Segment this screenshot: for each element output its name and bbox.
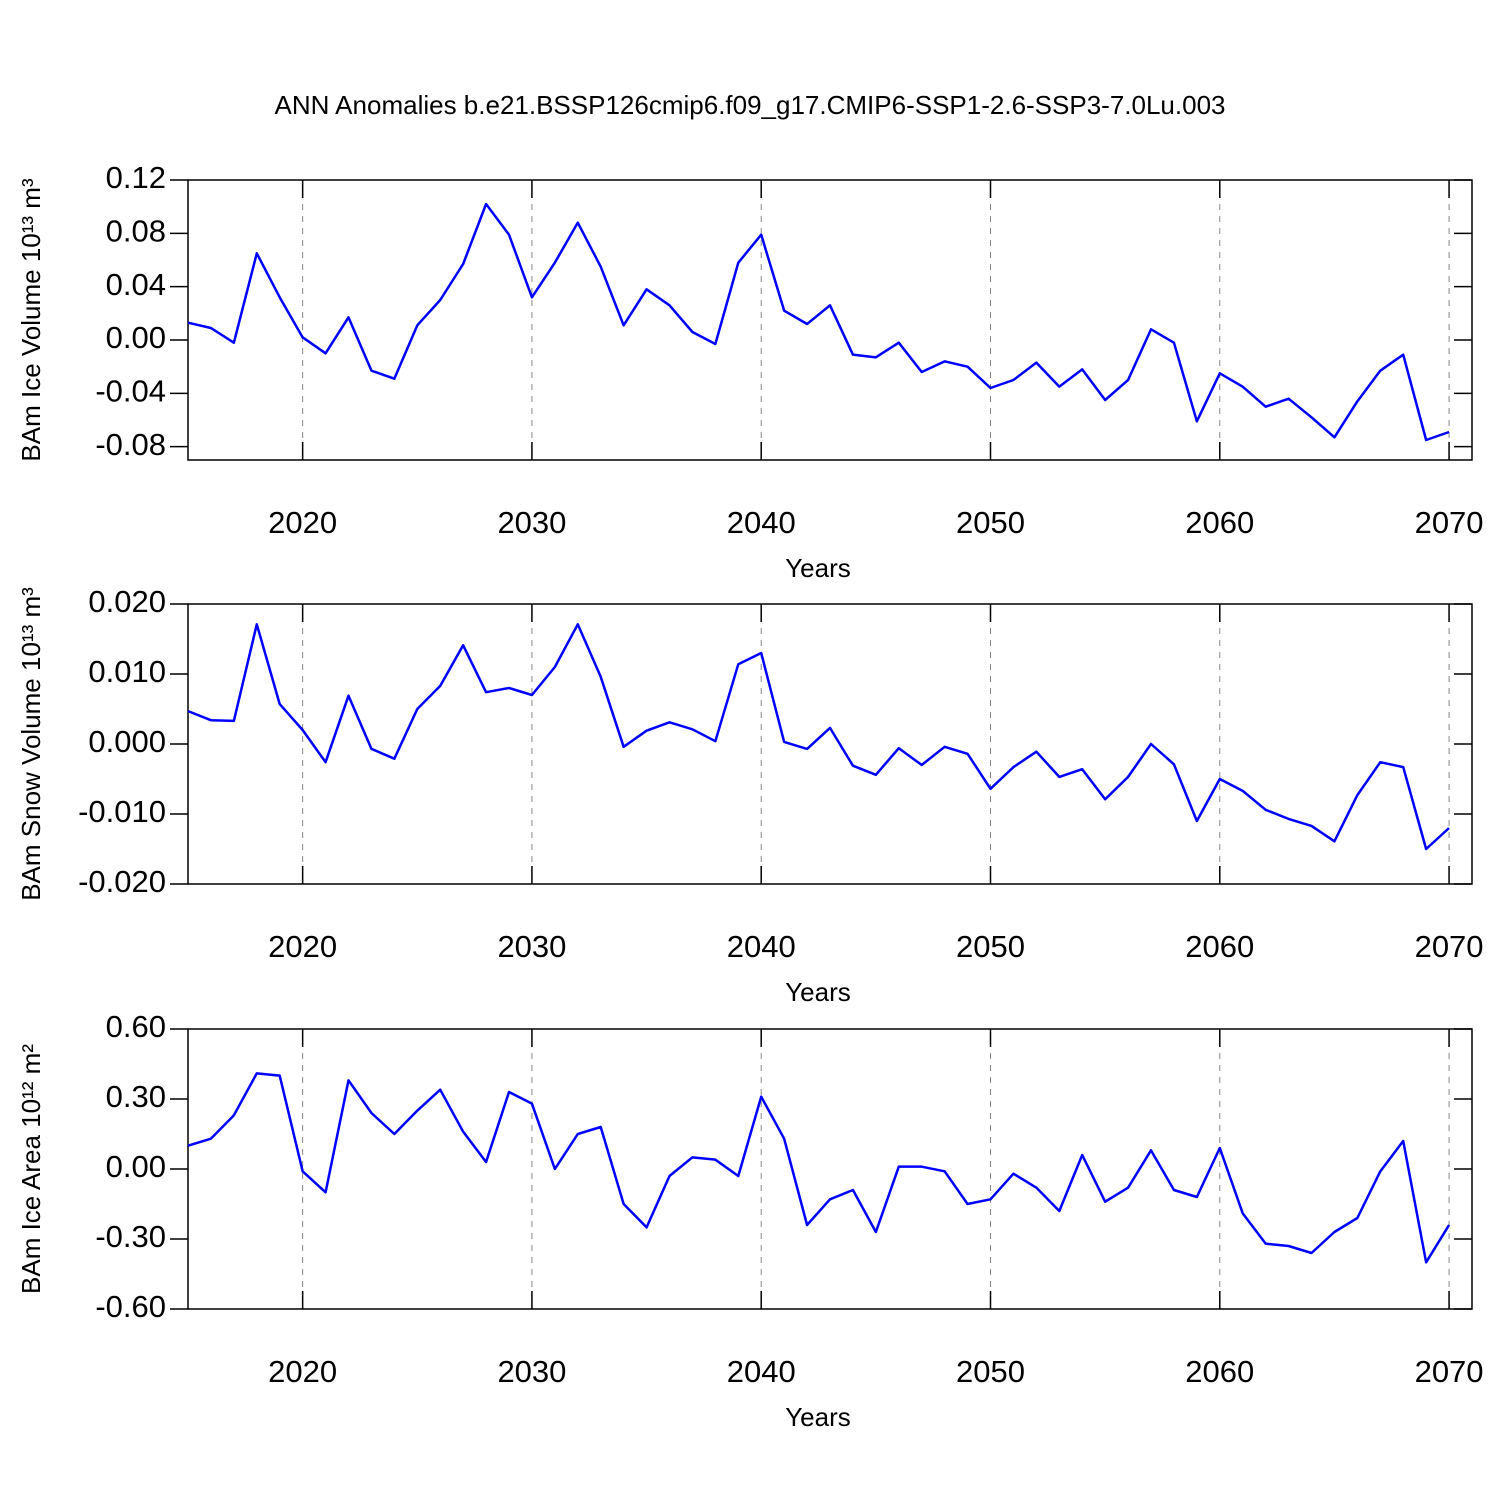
plot-frame xyxy=(187,179,1473,461)
x-tick-label: 2060 xyxy=(1185,1354,1254,1389)
y-tick-label: 0.000 xyxy=(88,724,166,759)
y-tick-label: -0.08 xyxy=(95,427,166,462)
y-tick-label: 0.12 xyxy=(106,160,166,195)
y-tick-label: 0.60 xyxy=(106,1009,166,1044)
x-tick-label: 2020 xyxy=(268,505,337,540)
x-tick-label: 2050 xyxy=(956,929,1025,964)
x-tick-label: 2060 xyxy=(1185,505,1254,540)
x-tick-label: 2060 xyxy=(1185,929,1254,964)
plot-frame xyxy=(187,1028,1473,1310)
x-tick-label: 2030 xyxy=(497,505,566,540)
x-axis-label: Years xyxy=(785,1402,851,1432)
x-tick-label: 2050 xyxy=(956,1354,1025,1389)
y-tick-label: 0.010 xyxy=(88,654,166,689)
x-tick-label: 2050 xyxy=(956,505,1025,540)
plot-frame xyxy=(187,603,1473,885)
y-tick-label: 0.30 xyxy=(106,1079,166,1114)
x-tick-label: 2070 xyxy=(1415,929,1484,964)
x-tick-label: 2070 xyxy=(1415,505,1484,540)
x-axis-label: Years xyxy=(785,553,851,583)
y-tick-label: 0.04 xyxy=(106,267,166,302)
x-tick-label: 2070 xyxy=(1415,1354,1484,1389)
y-tick-label: -0.04 xyxy=(95,374,166,409)
x-tick-label: 2040 xyxy=(727,1354,796,1389)
y-tick-label: 0.00 xyxy=(106,1149,166,1184)
x-tick-label: 2040 xyxy=(727,929,796,964)
x-axis-label: Years xyxy=(785,977,851,1007)
data-line xyxy=(187,623,1450,851)
y-tick-label: 0.020 xyxy=(88,584,166,619)
data-line xyxy=(187,1072,1451,1264)
x-tick-label: 2020 xyxy=(268,929,337,964)
x-tick-label: 2020 xyxy=(268,1354,337,1389)
y-tick-label: -0.30 xyxy=(95,1219,166,1254)
y-axis-label: BAm Ice Area 10¹² m² xyxy=(16,1044,46,1294)
y-axis-label: BAm Ice Volume 10¹³ m³ xyxy=(16,178,46,462)
y-tick-label: -0.020 xyxy=(78,864,166,899)
x-tick-label: 2040 xyxy=(727,505,796,540)
y-tick-label: -0.010 xyxy=(78,794,166,829)
x-tick-label: 2030 xyxy=(497,929,566,964)
y-tick-label: -0.60 xyxy=(95,1289,166,1324)
data-line xyxy=(187,202,1450,442)
y-tick-label: 0.08 xyxy=(106,214,166,249)
y-axis-label: BAm Snow Volume 10¹³ m³ xyxy=(16,587,46,901)
x-tick-label: 2030 xyxy=(497,1354,566,1389)
y-tick-label: 0.00 xyxy=(106,320,166,355)
figure-title: ANN Anomalies b.e21.BSSP126cmip6.f09_g17… xyxy=(275,90,1226,120)
